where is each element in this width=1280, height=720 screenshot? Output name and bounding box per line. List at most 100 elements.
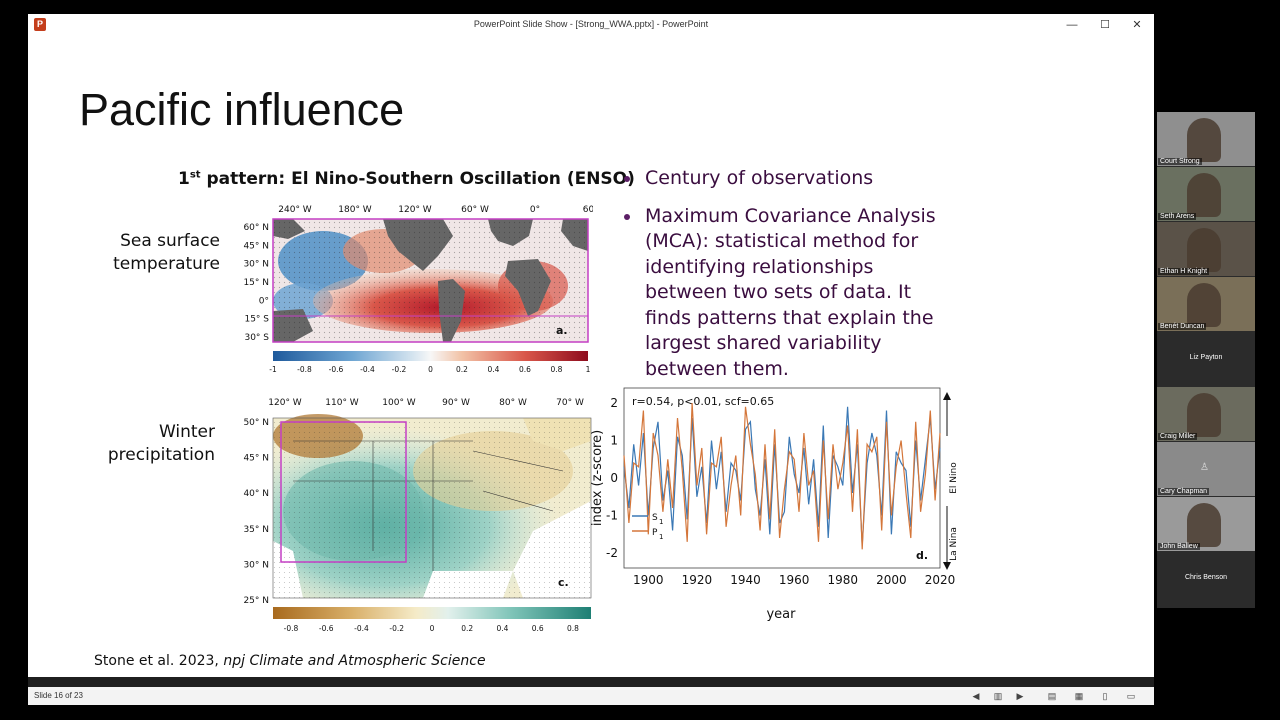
precip-lat-label: 40° N [243,489,269,499]
precip-lat-label: 35° N [243,525,269,535]
participant-video [1187,393,1221,437]
precip-lon-label: 100° W [382,398,416,408]
powerpoint-window: P PowerPoint Slide Show - [Strong_WWA.pp… [28,14,1154,705]
precip-lat-label: 45° N [243,454,269,464]
sst-map-figure: 240° W 180° W 120° W 60° W 0° 60° E 60° N 45° … [243,205,593,374]
precip-colorbar-tick: 0.2 [461,624,473,633]
title-bar: P PowerPoint Slide Show - [Strong_WWA.pp… [28,14,1154,36]
sst-colorbar-tick: -0.4 [360,365,375,374]
precip-region-box [280,421,407,563]
precip-lon-label: 70° W [556,398,584,408]
powerpoint-icon: P [34,18,46,31]
slideshow-icon[interactable]: ▭ [1126,691,1136,701]
chart-legend: S 1P 1 [632,513,663,541]
sst-lat-label: 60° N [243,223,269,233]
participant-tile[interactable]: Court Strong [1157,112,1255,166]
sst-lon-label: 0° [530,205,540,215]
legend-subscript: 1 [659,518,663,526]
participant-video [1187,228,1221,272]
slideshow-status-bar: Slide 16 of 23 ◀ ▥ ▶ ▤ ▦ ▯ ▭ [28,687,1154,705]
chart-y-ticks: 2 1 0 -1 -2 [606,396,618,560]
chart-x-label: year [766,607,796,621]
precip-colorbar-tick: 0.6 [532,624,544,633]
precip-colorbar [273,607,591,619]
precip-colorbar-tick: 0.8 [567,624,579,633]
pattern-title-text: pattern: El Nino-Southern Oscillation (E… [200,169,635,189]
legend-subscript: 1 [659,533,663,541]
sst-lat-label: 0° [259,296,269,306]
sst-colorbar-tick: -0.2 [392,365,407,374]
minimize-button[interactable]: — [1066,19,1078,31]
slide-sorter-icon[interactable]: ▦ [1074,691,1084,701]
bullet-item: Century of observations [622,166,952,192]
sst-label-line2: temperature [113,254,220,274]
precip-colorbar-ticks: -0.8 -0.6 -0.4 -0.2 0 0.2 0.4 0.6 0.8 [284,624,580,633]
precip-lat-labels: 50° N 45° N 40° N 35° N 30° N 25° N [243,418,269,606]
slide-title: Pacific influence [79,84,405,135]
precip-lat-label: 25° N [243,596,269,606]
chart-x-tick: 1940 [730,573,761,587]
el-nino-label: El Nino [949,462,959,494]
slide[interactable]: Pacific influence 1st pattern: El Nino-S… [28,36,1154,677]
pattern-title: 1st pattern: El Nino-Southern Oscillatio… [178,169,635,189]
precip-label-line2: precipitation [107,445,215,465]
sst-colorbar-tick: 0 [428,365,433,374]
precip-lat-label: 50° N [243,418,269,428]
bullet-text: Maximum Covariance Analysis (MCA): stati… [645,204,936,380]
chart-y-tick: 2 [610,396,618,410]
citation-journal: npj Climate and Atmospheric Science [223,653,486,669]
slides-icon[interactable]: ▥ [993,691,1003,701]
sst-lat-label: 15° S [244,315,269,325]
chart-annotation: r=0.54, p<0.01, scf=0.65 [632,395,774,408]
person-icon: ♙ [1200,462,1209,473]
sst-lat-label: 15° N [243,278,269,288]
chart-x-tick: 2020 [925,573,956,587]
chart-x-tick: 2000 [876,573,907,587]
chart-x-tick: 1900 [633,573,664,587]
bullet-dot [624,213,630,220]
participant-tile[interactable]: Liz Payton [1157,332,1255,386]
sst-label-line1: Sea surface [120,231,220,251]
bullet-item: Maximum Covariance Analysis (MCA): stati… [622,204,952,383]
participant-video [1187,283,1221,327]
close-button[interactable]: ✕ [1132,19,1142,31]
previous-slide-icon[interactable]: ◀ [972,691,980,701]
participant-tile[interactable]: John Ballew [1157,497,1255,551]
precip-map-figure: 120° W 110° W 100° W 90° W 80° W 70° W 50° N 4… [243,398,592,633]
precip-lon-label: 80° W [499,398,527,408]
sst-lat-label: 45° N [243,241,269,251]
reading-view-icon[interactable]: ▯ [1102,691,1108,701]
participant-tile[interactable]: Chris Benson [1157,552,1255,606]
chart-y-label: index (z-score) [590,430,605,526]
precip-lon-label: 90° W [442,398,470,408]
sst-label: Sea surface temperature [88,230,220,276]
legend-label: S [652,513,658,523]
sst-lon-labels: 240° W 180° W 120° W 60° W 0° 60° E [278,205,593,215]
participant-name: Chris Benson [1184,574,1228,581]
next-slide-icon[interactable]: ▶ [1016,691,1024,701]
pattern-title-ordinal: st [189,169,201,181]
sst-colorbar-tick: 0.2 [456,365,468,374]
bullet-text: Century of observations [645,167,874,189]
sst-lat-label: 30° S [244,333,269,343]
normal-view-icon[interactable]: ▤ [1047,691,1057,701]
sst-lon-label: 60° E [583,205,593,215]
chart-x-tick: 1980 [827,573,858,587]
sst-colorbar [273,351,588,361]
sst-lat-labels: 60° N 45° N 30° N 15° N 0° 15° S 30° S [243,223,269,343]
participant-tile[interactable]: Seth Arens [1157,167,1255,221]
participant-tile[interactable]: Ethan H Knight [1157,222,1255,276]
sst-lon-label: 120° W [398,205,432,215]
sst-colorbar-ticks: -1 -0.8 -0.6 -0.4 -0.2 0 0.2 0.4 0.6 0.8 1 [269,365,590,374]
sst-panel-label: a. [556,324,568,337]
sst-lat-label: 30° N [243,260,269,270]
participant-tile[interactable]: ♙ Cary Chapman [1157,442,1255,496]
participant-video [1187,173,1221,217]
participant-tile[interactable]: Benét Duncan [1157,277,1255,331]
maximize-button[interactable]: ☐ [1100,19,1110,31]
participant-name: Ethan H Knight [1158,268,1210,275]
slide-counter: Slide 16 of 23 [34,691,83,700]
chart-panel-label: d. [916,549,928,562]
participant-tile[interactable]: Craig Miller [1157,387,1255,441]
